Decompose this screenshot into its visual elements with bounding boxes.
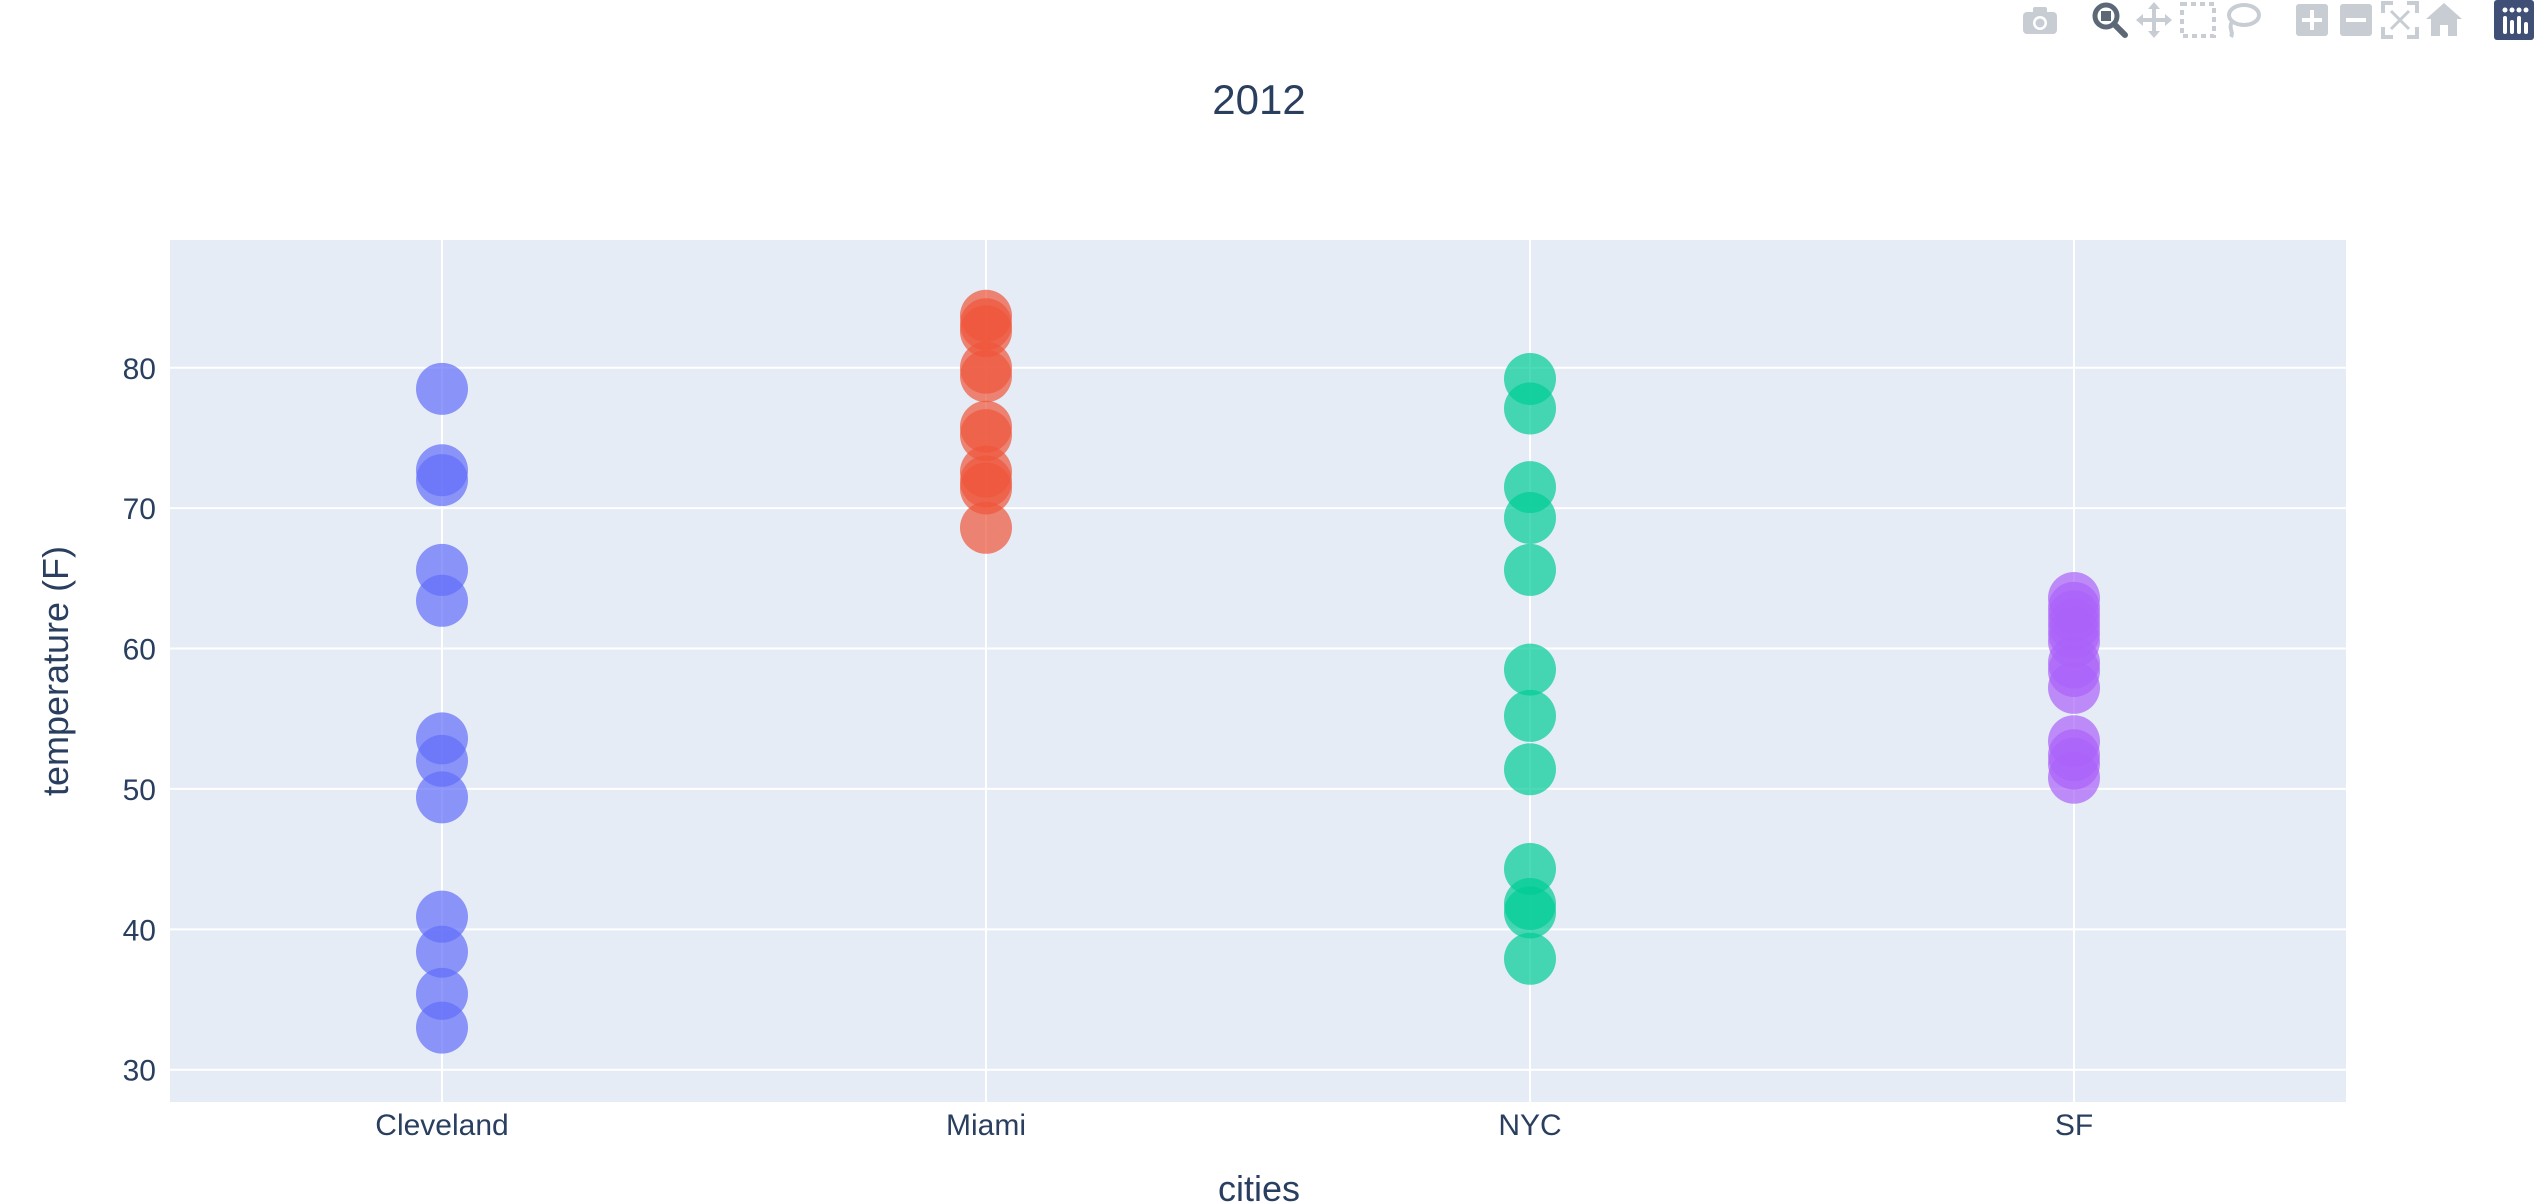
data-point[interactable] [1504, 643, 1556, 696]
zoom-out-icon [2338, 2, 2374, 38]
camera-icon [2020, 3, 2060, 37]
modebar-group [2088, 0, 2264, 40]
x-tick-label: Miami [946, 1109, 1026, 1142]
lasso-select-button[interactable] [2220, 0, 2264, 40]
plotly-logo[interactable] [2492, 0, 2536, 40]
data-point[interactable] [1504, 932, 1556, 985]
box-select-button[interactable] [2176, 0, 2220, 40]
x-tick-label: Cleveland [375, 1109, 508, 1142]
data-point[interactable] [416, 574, 468, 627]
x-tick-labels: Cleveland Miami NYC SF [375, 1109, 2093, 1142]
data-point[interactable] [1504, 689, 1556, 742]
y-tick-label: 80 [123, 353, 156, 386]
y-tick-label: 60 [123, 634, 156, 667]
reset-axes-button[interactable] [2422, 0, 2466, 40]
pan-button[interactable] [2132, 0, 2176, 40]
box-select-icon [2178, 0, 2218, 40]
data-point[interactable] [960, 305, 1012, 358]
plot-area[interactable] [170, 240, 2346, 1102]
data-point[interactable] [416, 925, 468, 978]
zoom-out-button[interactable] [2334, 0, 2378, 40]
data-point[interactable] [1504, 743, 1556, 796]
data-point[interactable] [960, 501, 1012, 554]
zoom-button[interactable] [2088, 0, 2132, 40]
zoom-in-icon [2294, 2, 2330, 38]
modebar-group [2018, 0, 2062, 40]
data-points [416, 289, 2100, 1054]
x-tick-label: SF [2055, 1109, 2093, 1142]
data-point[interactable] [416, 771, 468, 824]
y-tick-label: 70 [123, 493, 156, 526]
x-tick-label: NYC [1498, 1109, 1561, 1142]
y-tick-label: 40 [123, 914, 156, 947]
plotly-logo-icon [2494, 0, 2534, 40]
data-point[interactable] [416, 734, 468, 787]
data-point[interactable] [1504, 382, 1556, 435]
data-point[interactable] [2048, 751, 2100, 804]
data-point[interactable] [1504, 886, 1556, 939]
data-point[interactable] [960, 350, 1012, 403]
autoscale-button[interactable] [2378, 0, 2422, 40]
data-point[interactable] [416, 1001, 468, 1054]
data-point[interactable] [960, 462, 1012, 515]
data-point[interactable] [416, 362, 468, 415]
data-point[interactable] [960, 409, 1012, 462]
data-point[interactable] [2048, 661, 2100, 714]
pan-icon [2134, 0, 2174, 40]
x-axis-title: cities [1218, 1168, 1300, 1204]
modebar-group [2290, 0, 2466, 40]
zoom-in-button[interactable] [2290, 0, 2334, 40]
y-tick-label: 30 [123, 1055, 156, 1088]
data-point[interactable] [416, 454, 468, 507]
chart-title: 2012 [1212, 76, 1305, 123]
download-plot-button[interactable] [2018, 0, 2062, 40]
data-point[interactable] [1504, 491, 1556, 544]
autoscale-icon [2380, 0, 2420, 40]
modebar-group [2492, 0, 2536, 40]
y-axis-title: temperature (F) [35, 546, 76, 796]
y-tick-labels: 30 40 50 60 70 80 [123, 353, 156, 1088]
y-tick-label: 50 [123, 774, 156, 807]
zoom-icon [2090, 0, 2130, 40]
gridlines [170, 240, 2346, 1102]
data-point[interactable] [1504, 543, 1556, 596]
lasso-select-icon [2222, 0, 2262, 40]
reset-axes-icon [2424, 0, 2464, 40]
modebar [1992, 0, 2536, 40]
